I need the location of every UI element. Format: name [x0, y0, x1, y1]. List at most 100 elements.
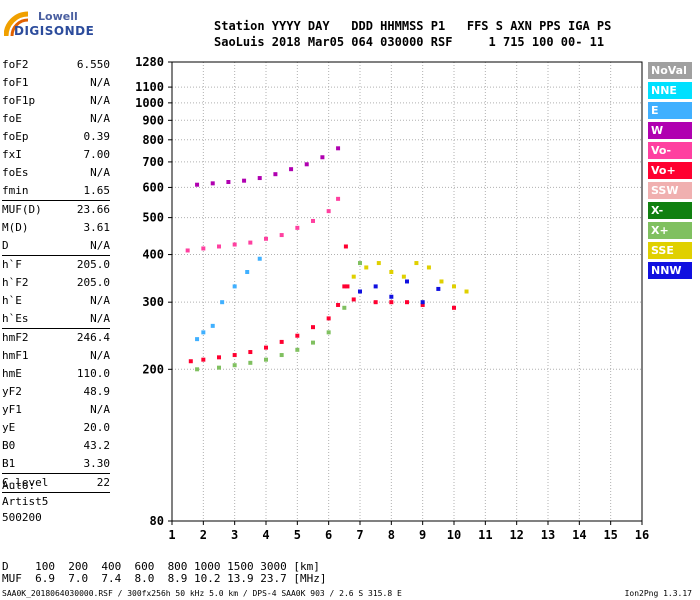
param-value: 7.00 — [83, 148, 111, 161]
x-tick-label: 7 — [356, 528, 363, 542]
data-point — [295, 347, 300, 352]
data-point — [248, 240, 253, 245]
param-value: N/A — [90, 112, 110, 125]
x-tick-label: 8 — [388, 528, 395, 542]
legend-item: NoVal — [648, 62, 692, 79]
x-tick-label: 11 — [478, 528, 492, 542]
auto-program: Artist5 — [2, 495, 49, 508]
logo-digisonde-text: DIGISONDE — [14, 24, 95, 38]
x-tick-label: 15 — [603, 528, 617, 542]
data-point — [273, 172, 278, 177]
param-name: foEp — [2, 130, 29, 143]
data-point — [452, 284, 456, 289]
y-tick-label: 700 — [142, 155, 164, 169]
data-point — [220, 300, 225, 305]
x-tick-label: 14 — [572, 528, 586, 542]
param-row: M(D) 3.61 — [2, 219, 110, 237]
data-point — [226, 180, 231, 185]
param-row: h`E N/A — [2, 292, 110, 310]
param-value: 22 — [96, 476, 110, 489]
data-point — [420, 302, 425, 307]
data-point — [336, 302, 341, 307]
param-value: 20.0 — [83, 421, 111, 434]
param-value: 246.4 — [76, 331, 110, 344]
data-point — [452, 305, 456, 310]
data-point — [401, 274, 406, 279]
data-point — [232, 353, 237, 358]
data-point — [389, 300, 394, 305]
data-point — [342, 284, 347, 289]
data-point — [436, 286, 441, 291]
data-point — [295, 225, 300, 230]
param-name: h`E — [2, 294, 22, 307]
data-point — [311, 340, 315, 345]
param-value: 6.550 — [76, 58, 110, 71]
param-row: hmF1 N/A — [2, 347, 110, 365]
param-name: foE — [2, 112, 22, 125]
data-point — [464, 289, 469, 294]
param-value: N/A — [90, 166, 110, 179]
data-point — [405, 300, 409, 305]
param-name: foEs — [2, 166, 29, 179]
param-row: B1 3.30 — [2, 455, 110, 473]
footer-file-info: SAA0K_2018064030000.RSF / 300fx256h 50 k… — [2, 589, 402, 598]
param-value: 110.0 — [76, 367, 110, 380]
param-name: foF1p — [2, 94, 36, 107]
data-point — [201, 330, 206, 335]
param-row: foE N/A — [2, 110, 110, 128]
footer-version: Ion2Png 1.3.17 — [624, 589, 692, 598]
param-row: foEp 0.39 — [2, 128, 110, 146]
x-tick-label: 2 — [200, 528, 207, 542]
logo-arc-icon — [4, 11, 29, 37]
y-tick-label: 800 — [142, 133, 164, 147]
digisonde-logo: Lowell DIGISONDE — [4, 4, 124, 48]
param-value: 205.0 — [76, 258, 110, 271]
param-row: h`Es N/A — [2, 310, 110, 328]
param-name: fxI — [2, 148, 22, 161]
data-point — [279, 353, 284, 358]
data-point — [201, 357, 206, 362]
data-point — [248, 360, 253, 365]
legend-item: W — [648, 122, 692, 139]
data-point — [311, 325, 315, 330]
data-point — [295, 333, 300, 338]
data-point — [264, 236, 268, 241]
plot-frame — [171, 61, 643, 522]
y-tick-label: 600 — [142, 180, 164, 194]
param-name: yF1 — [2, 403, 22, 416]
y-tick-label: 200 — [142, 362, 164, 376]
param-value: N/A — [90, 94, 110, 107]
data-point — [279, 233, 284, 238]
y-tick-label: 1000 — [135, 96, 164, 110]
param-value: 1.65 — [83, 184, 111, 197]
data-point — [351, 274, 356, 279]
param-value: 23.66 — [76, 203, 110, 216]
header-values: SaoLuis 2018 Mar05 064 030000 RSF 1 715 … — [214, 35, 605, 49]
param-name: h`F — [2, 258, 22, 271]
param-name: B0 — [2, 439, 16, 452]
polarization-legend: NoVal NNE E W Vo- Vo+ SSW X- X+ SSE NNW — [648, 62, 692, 282]
data-point — [373, 284, 378, 289]
data-point — [336, 196, 341, 201]
data-point — [373, 300, 378, 305]
param-value: N/A — [90, 312, 110, 325]
param-name: yE — [2, 421, 16, 434]
data-point — [326, 316, 331, 321]
param-row: yF1 N/A — [2, 401, 110, 419]
param-row: foF2 6.550 — [2, 56, 110, 74]
param-row: fmin 1.65 — [2, 182, 110, 200]
y-tick-label: 500 — [142, 211, 164, 225]
legend-item: E — [648, 102, 692, 119]
data-point — [188, 359, 193, 364]
param-name: M(D) — [2, 221, 29, 234]
param-row: C-level 22 — [2, 474, 110, 492]
param-name: foF2 — [2, 58, 29, 71]
legend-item: Vo- — [648, 142, 692, 159]
param-value: 3.30 — [83, 457, 111, 470]
data-point — [279, 339, 284, 344]
data-point — [343, 244, 348, 249]
param-value: N/A — [90, 239, 110, 252]
data-point — [195, 367, 200, 372]
param-separator — [2, 200, 110, 201]
param-name: h`Es — [2, 312, 29, 325]
